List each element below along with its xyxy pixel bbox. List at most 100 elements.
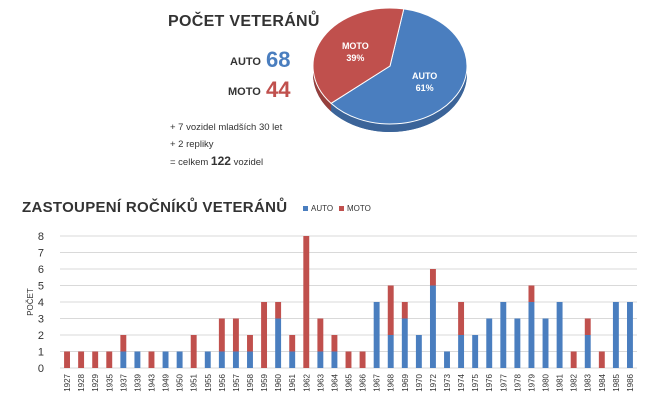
x-tick-label: 1949 [162,373,171,391]
bar-auto-1958 [247,351,253,368]
y-tick-label: 5 [38,281,44,293]
bar-moto-1937 [120,335,127,352]
bar-auto-1939 [134,351,141,368]
x-tick-label: 1957 [232,373,241,391]
x-tick-label: 1935 [105,373,114,391]
x-tick-label: 1981 [556,373,565,391]
bar-moto-1964 [331,335,338,352]
bar-moto-1968 [387,285,394,335]
auto-label: AUTO [230,56,261,68]
bar-moto-1966 [359,351,366,368]
bar-auto-1973 [444,351,450,368]
bar-moto-1957 [232,318,239,352]
bar-auto-1957 [232,351,239,368]
x-tick-label: 1980 [542,373,551,391]
bar-moto-1963 [317,318,324,352]
legend-moto: MOTO [339,204,371,213]
x-tick-label: 1984 [598,373,607,391]
bar-moto-1965 [345,351,352,368]
x-tick-label: 1951 [190,373,199,391]
bar-auto-1978 [514,318,521,368]
moto-count: 44 [266,77,291,102]
x-tick-label: 1973 [443,373,452,391]
x-tick-label: 1977 [499,373,508,391]
x-tick-label: 1955 [204,373,213,391]
bar-moto-1958 [247,335,253,352]
x-tick-label: 1963 [316,373,325,391]
note-replicas: + 2 repliky [170,139,214,150]
x-tick-label: 1978 [513,373,522,391]
x-tick-label: 1962 [302,373,311,391]
legend-auto-swatch [303,206,308,212]
pie-slice-moto [312,7,405,104]
x-tick-label: 1972 [429,373,438,391]
y-tick-label: 8 [38,231,44,243]
y-tick-label: 3 [38,314,44,326]
bar-auto-1975 [472,335,479,368]
x-tick-label: 1975 [471,373,480,391]
y-tick-label: 2 [38,330,44,342]
bar-auto-1964 [331,351,338,368]
bar-moto-1961 [289,335,296,352]
pie-slice-side-auto [331,8,467,133]
y-tick-label: 1 [38,347,44,359]
bar-auto-1985 [612,302,619,368]
x-tick-label: 1928 [77,373,86,391]
x-tick-label: 1986 [626,373,635,391]
pie-value-auto: 61% [416,83,434,93]
bar-auto-1949 [162,351,169,368]
x-tick-label: 1967 [373,373,382,391]
bar-auto-1956 [218,351,225,368]
bar-auto-1981 [556,302,563,368]
x-tick-label: 1929 [91,373,100,391]
bar-auto-1974 [458,335,465,368]
bar-auto-1969 [401,318,408,368]
bar-chart: 0 1 2 3 4 5 6 7 8 POČET 1927 1928 1929 1935 1937 1939 19… [26,231,637,392]
x-tick-label: 1958 [246,373,255,391]
bar-auto-1937 [120,351,127,368]
legend-moto-label: MOTO [347,204,371,213]
bar-moto-1959 [261,302,268,368]
bar-auto-1967 [373,302,380,368]
x-tick-label: 1976 [485,373,494,391]
bar-moto-1982 [570,351,577,368]
auto-count: 68 [266,47,291,72]
bar-auto-1986 [627,302,633,368]
bar-auto-1977 [500,302,507,368]
note-total-suffix: vozidel [233,157,264,168]
y-tick-label: 0 [38,363,44,375]
x-tick-label: 1985 [612,373,621,391]
bar-moto-1962 [303,236,310,368]
legend-auto: AUTO [303,204,333,213]
bar-moto-1984 [598,351,605,368]
x-tick-label: 1937 [119,373,128,391]
note-total: = celkem 122 vozidel [170,154,263,168]
bar-moto-1960 [275,302,282,319]
bar-moto-1956 [218,318,225,352]
bar-moto-1969 [401,302,408,319]
bar-auto-1976 [486,318,493,368]
moto-label: MOTO [228,86,261,98]
x-tick-label: 1960 [274,373,283,391]
x-tick-label: 1983 [584,373,593,391]
bar-moto-1979 [528,285,535,302]
legend-auto-label: AUTO [311,204,334,213]
pie-label-moto: MOTO [342,41,369,51]
bar-auto-1961 [289,351,296,368]
x-tick-label: 1970 [415,373,424,391]
y-axis-label: POČET [26,288,35,316]
summary-title: POČET VETERÁNŮ [168,13,320,30]
bar-auto-1950 [176,351,183,368]
bar-moto-1983 [584,318,591,335]
legend-moto-swatch [339,206,344,212]
bar-auto-1983 [584,335,591,368]
pie-value-moto: 39% [346,53,364,63]
bar-auto-1970 [415,335,422,368]
note-total-prefix: = celkem [170,157,209,168]
bar-auto-1955 [204,351,211,368]
bar-auto-1979 [528,302,535,368]
x-tick-label: 1927 [63,373,72,391]
bar-moto-1935 [106,351,113,368]
x-tick-label: 1965 [345,373,354,391]
bar-moto-1943 [148,351,155,368]
